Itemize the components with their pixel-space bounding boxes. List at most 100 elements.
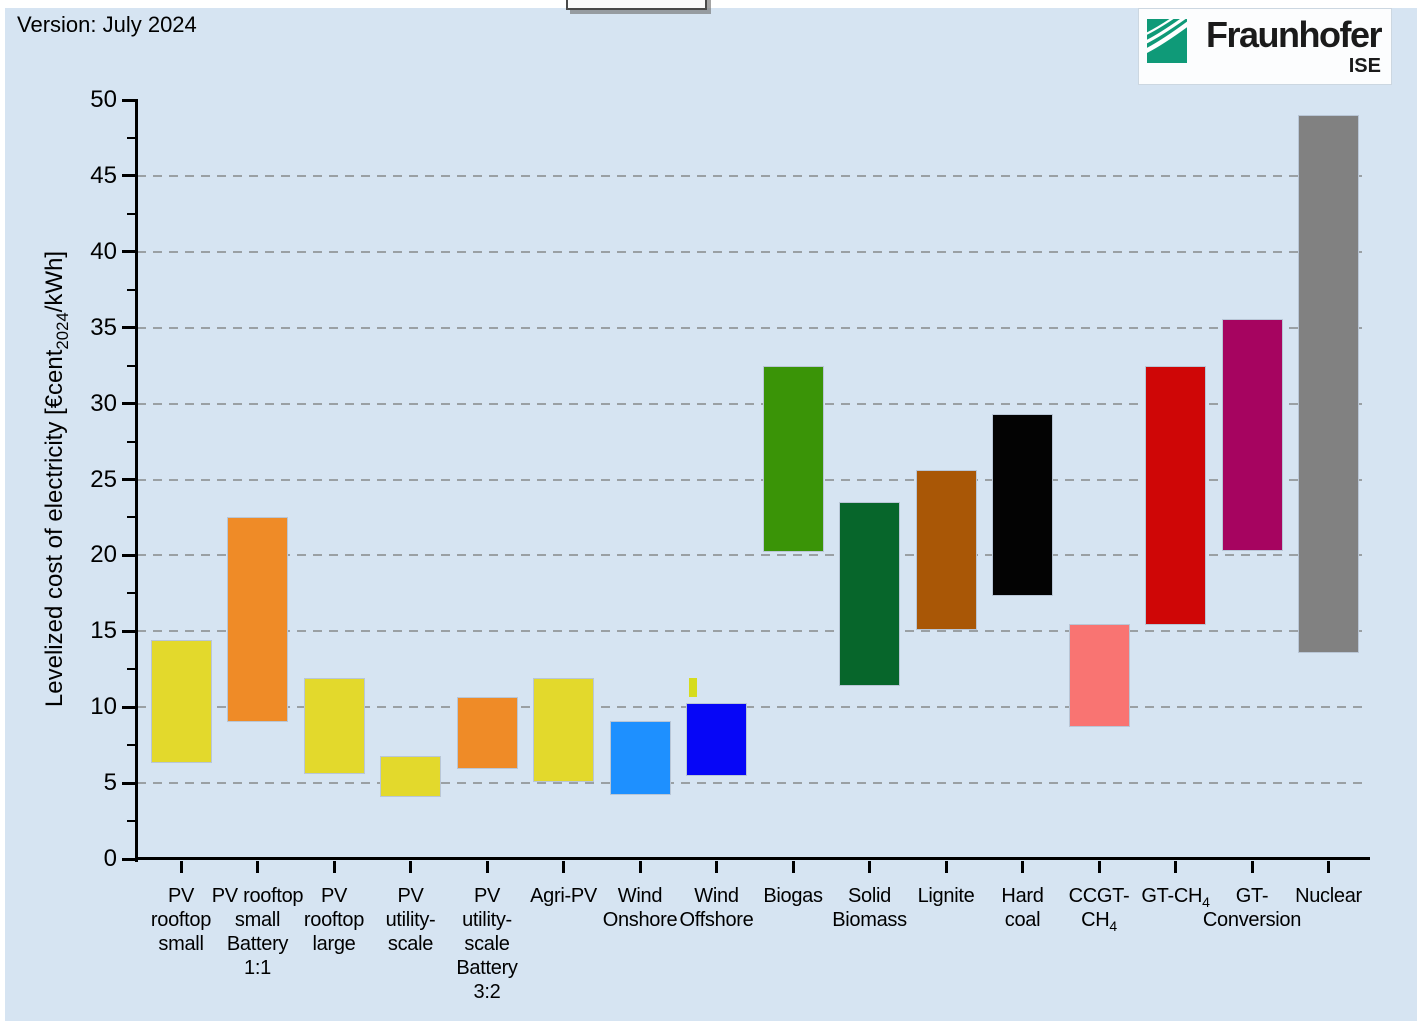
bar-nuclear[interactable]	[1298, 115, 1359, 653]
bar-lignite[interactable]	[915, 470, 977, 630]
y-tick-45	[122, 174, 135, 178]
bar-pv-rooftop-small-battery-1-1[interactable]	[227, 517, 288, 723]
y-tick-label-45: 45	[90, 161, 117, 189]
x-label-pv-utility-scale-battery-3-2: PV utility-scale Battery 3:2	[456, 885, 518, 1003]
bar-solid-biomass[interactable]	[839, 502, 900, 686]
y-minor-tick-2.5	[127, 820, 135, 823]
y-tick-label-30: 30	[90, 389, 117, 417]
x-tick-ccgt-ch4	[1097, 861, 1101, 873]
x-label-pv-rooftop-large: PV rooftop large	[303, 885, 365, 955]
gridline-15	[137, 630, 1368, 633]
gridline-10	[137, 706, 1368, 709]
fraunhofer-logo-icon	[1142, 13, 1191, 80]
x-label-solid-biomass: Solid Biomass	[832, 885, 907, 931]
y-tick-label-40: 40	[90, 237, 117, 265]
x-tick-biogas	[791, 861, 795, 873]
y-tick-label-15: 15	[90, 617, 117, 645]
bar-pv-utility-scale[interactable]	[380, 755, 441, 797]
x-label-lignite: Lignite	[917, 885, 975, 907]
x-tick-wind-onshore	[638, 861, 642, 873]
x-label-wind-onshore: Wind Onshore	[602, 885, 678, 931]
x-label-gt-ch4: GT-CH4	[1141, 885, 1210, 910]
x-label-pv-rooftop-small: PV rooftop small	[150, 885, 212, 955]
x-tick-wind-offshore	[715, 861, 718, 873]
y-tick-50	[122, 98, 135, 102]
x-tick-gt-ch4	[1174, 861, 1177, 873]
y-axis	[135, 99, 138, 862]
bar-wind-offshore[interactable]	[686, 702, 747, 776]
y-minor-tick-17.5	[127, 592, 135, 595]
y-minor-tick-7.5	[127, 744, 135, 747]
x-label-agri-pv: Agri-PV	[530, 885, 597, 907]
x-label-hard-coal: Hard coal	[1001, 885, 1044, 931]
bar-agri-pv[interactable]	[533, 678, 594, 782]
gridline-5	[137, 782, 1368, 785]
y-tick-40	[122, 250, 135, 254]
logo-wordmark: Fraunhofer	[1205, 14, 1383, 55]
y-minor-tick-32.5	[127, 364, 135, 367]
x-label-gt-conversion: GT- Conversion	[1202, 885, 1302, 931]
y-minor-tick-22.5	[127, 516, 135, 519]
gridline-30	[137, 402, 1368, 405]
x-tick-pv-utility-scale	[409, 861, 412, 873]
small-yellow-sliver	[688, 678, 697, 697]
x-label-wind-offshore: Wind Offshore	[679, 885, 754, 931]
x-label-pv-utility-scale: PV utility-scale	[385, 885, 436, 955]
y-tick-25	[122, 478, 135, 481]
x-tick-hard-coal	[1021, 861, 1024, 873]
cutoff-popup[interactable]	[566, 0, 707, 10]
x-label-nuclear: Nuclear	[1295, 885, 1362, 907]
y-tick-label-25: 25	[90, 465, 117, 493]
y-tick-30	[122, 402, 135, 406]
y-minor-tick-37.5	[127, 288, 135, 291]
bar-pv-rooftop-large[interactable]	[303, 678, 365, 774]
bar-wind-onshore[interactable]	[609, 720, 671, 796]
gridline-45	[137, 174, 1368, 177]
y-tick-5	[122, 781, 135, 785]
x-label-pv-rooftop-small-battery-1-1: PV rooftop small Battery 1:1	[211, 885, 304, 979]
x-label-ccgt-ch4: CCGT- CH4	[1068, 885, 1130, 934]
bar-ccgt-ch4[interactable]	[1068, 623, 1130, 727]
y-tick-label-10: 10	[90, 693, 117, 721]
logo-institute: ISE	[1348, 55, 1381, 77]
x-tick-agri-pv	[562, 861, 565, 873]
gridline-35	[137, 326, 1368, 329]
x-tick-gt-conversion	[1250, 861, 1254, 873]
bar-biogas[interactable]	[762, 365, 824, 553]
x-tick-solid-biomass	[868, 861, 871, 873]
x-tick-pv-rooftop-small	[179, 861, 183, 873]
gridline-40	[137, 250, 1368, 253]
y-minor-tick-27.5	[127, 440, 135, 443]
y-tick-label-5: 5	[103, 769, 117, 797]
y-tick-label-0: 0	[103, 845, 117, 872]
y-tick-10	[122, 705, 135, 709]
x-tick-pv-utility-scale-battery-3-2	[485, 861, 489, 873]
bar-pv-rooftop-small[interactable]	[150, 640, 212, 764]
y-tick-20	[122, 553, 135, 557]
gridline-25	[137, 478, 1368, 481]
bar-gt-conversion[interactable]	[1221, 318, 1283, 551]
y-tick-label-35: 35	[90, 313, 117, 341]
y-tick-15	[122, 629, 135, 633]
bar-gt-ch4[interactable]	[1145, 365, 1206, 626]
y-minor-tick-47.5	[127, 136, 135, 139]
y-minor-tick-42.5	[127, 212, 135, 215]
y-tick-0	[122, 857, 135, 861]
x-tick-pv-rooftop-large	[332, 861, 336, 873]
y-minor-tick-12.5	[127, 668, 135, 671]
y-tick-label-50: 50	[90, 86, 117, 113]
x-tick-pv-rooftop-small-battery-1-1	[256, 861, 259, 873]
bar-pv-utility-scale-battery-3-2[interactable]	[456, 696, 518, 770]
x-label-biogas: Biogas	[763, 885, 823, 907]
x-tick-lignite	[944, 861, 948, 873]
x-axis	[135, 857, 1370, 860]
gridline-20	[137, 554, 1368, 557]
version-label: Version: July 2024	[17, 12, 197, 37]
bar-hard-coal[interactable]	[992, 414, 1053, 597]
y-tick-label-20: 20	[90, 541, 117, 569]
x-tick-nuclear	[1327, 861, 1330, 873]
fraunhofer-logo: Fraunhofer ISE	[1138, 8, 1392, 85]
y-tick-35	[122, 326, 135, 330]
